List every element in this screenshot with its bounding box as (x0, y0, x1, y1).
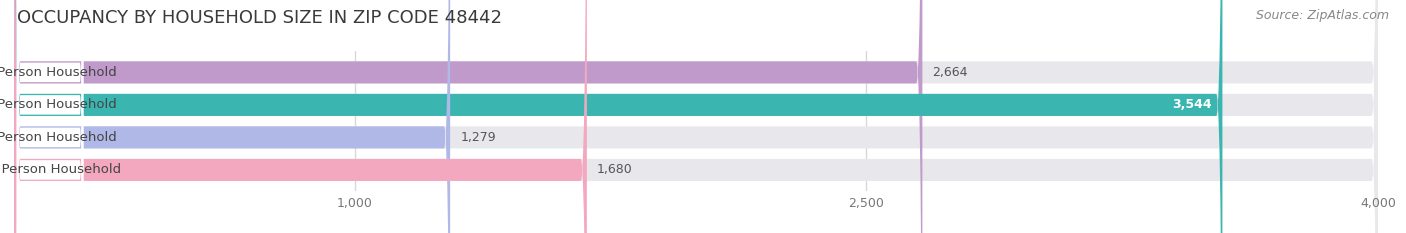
Text: Source: ZipAtlas.com: Source: ZipAtlas.com (1256, 9, 1389, 22)
FancyBboxPatch shape (14, 0, 1222, 233)
Text: OCCUPANCY BY HOUSEHOLD SIZE IN ZIP CODE 48442: OCCUPANCY BY HOUSEHOLD SIZE IN ZIP CODE … (17, 9, 502, 27)
FancyBboxPatch shape (17, 0, 83, 233)
FancyBboxPatch shape (17, 0, 83, 233)
Text: 4+ Person Household: 4+ Person Household (0, 163, 121, 176)
Text: 2-Person Household: 2-Person Household (0, 98, 117, 111)
Text: 2,664: 2,664 (932, 66, 969, 79)
FancyBboxPatch shape (14, 0, 450, 233)
FancyBboxPatch shape (14, 0, 1378, 233)
FancyBboxPatch shape (17, 0, 83, 233)
Text: 3,544: 3,544 (1173, 98, 1212, 111)
Text: 3-Person Household: 3-Person Household (0, 131, 117, 144)
Text: 1,279: 1,279 (460, 131, 496, 144)
FancyBboxPatch shape (14, 0, 1378, 233)
FancyBboxPatch shape (14, 0, 1378, 233)
FancyBboxPatch shape (14, 0, 1378, 233)
FancyBboxPatch shape (14, 0, 586, 233)
Text: 1,680: 1,680 (598, 163, 633, 176)
FancyBboxPatch shape (14, 0, 922, 233)
Text: 1-Person Household: 1-Person Household (0, 66, 117, 79)
FancyBboxPatch shape (17, 0, 83, 233)
